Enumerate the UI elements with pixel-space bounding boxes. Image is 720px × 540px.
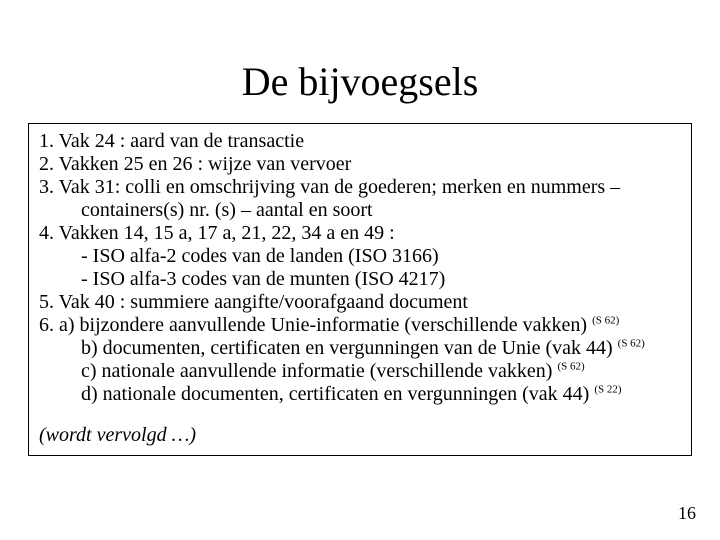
page-number: 16 xyxy=(678,503,696,524)
line-6c: c) nationale aanvullende informatie (ver… xyxy=(39,360,681,383)
line-3: 3. Vak 31: colli en omschrijving van de … xyxy=(39,176,681,199)
line-6d-text: d) nationale documenten, certificaten en… xyxy=(81,383,594,405)
sup-s62-c: (S 62) xyxy=(557,360,584,372)
sup-s62-b: (S 62) xyxy=(618,337,645,349)
line-6d: d) nationale documenten, certificaten en… xyxy=(39,383,681,406)
slide: De bijvoegsels 1. Vak 24 : aard van de t… xyxy=(0,0,720,540)
line-6b: b) documenten, certificaten en vergunnin… xyxy=(39,337,681,360)
content-box: 1. Vak 24 : aard van de transactie 2. Va… xyxy=(28,123,692,456)
continued-note: (wordt vervolgd …) xyxy=(39,424,681,447)
sup-s62-a: (S 62) xyxy=(592,314,619,326)
line-6a: 6. a) bijzondere aanvullende Unie-inform… xyxy=(39,314,681,337)
slide-title: De bijvoegsels xyxy=(0,0,720,123)
sup-s22: (S 22) xyxy=(594,383,621,395)
line-2: 2. Vakken 25 en 26 : wijze van vervoer xyxy=(39,153,681,176)
line-5: 5. Vak 40 : summiere aangifte/voorafgaan… xyxy=(39,291,681,314)
line-1: 1. Vak 24 : aard van de transactie xyxy=(39,130,681,153)
line-4b: - ISO alfa-3 codes van de munten (ISO 42… xyxy=(39,268,681,291)
line-6a-text: 6. a) bijzondere aanvullende Unie-inform… xyxy=(39,314,592,336)
line-4a: - ISO alfa-2 codes van de landen (ISO 31… xyxy=(39,245,681,268)
line-6c-text: c) nationale aanvullende informatie (ver… xyxy=(81,360,557,382)
line-3-cont: containers(s) nr. (s) – aantal en soort xyxy=(39,199,681,222)
line-4: 4. Vakken 14, 15 a, 17 a, 21, 22, 34 a e… xyxy=(39,222,681,245)
line-6b-text: b) documenten, certificaten en vergunnin… xyxy=(81,337,618,359)
